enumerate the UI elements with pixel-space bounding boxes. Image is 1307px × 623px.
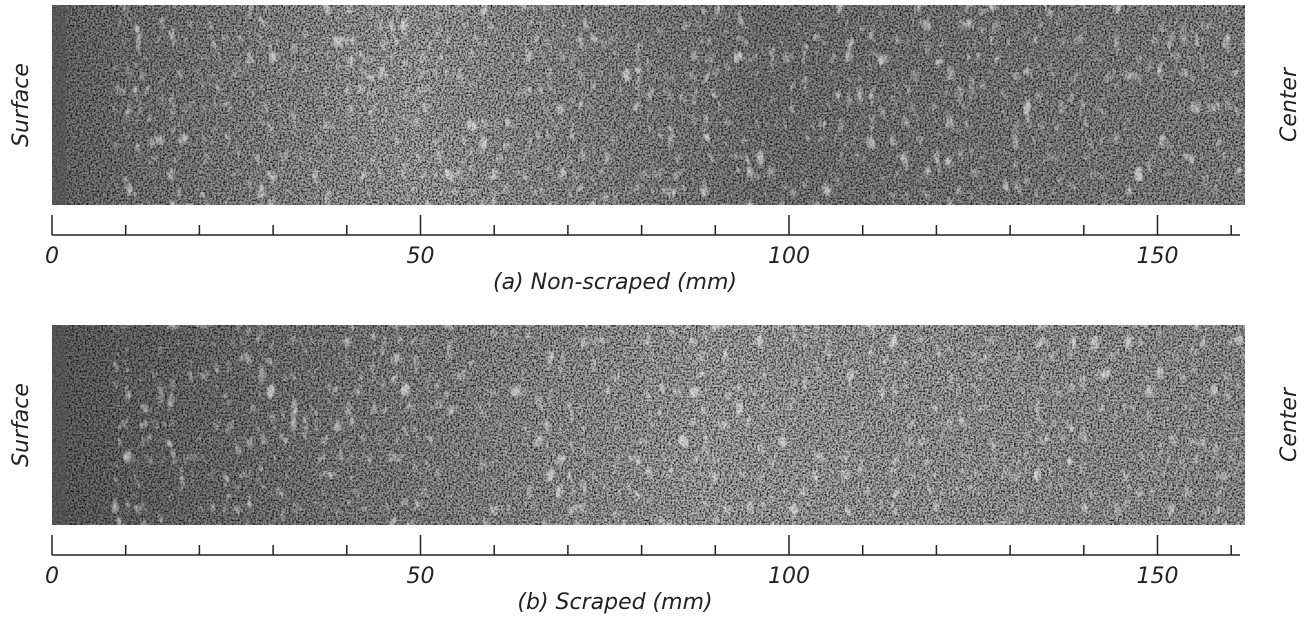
scale-label: 50: [407, 244, 435, 269]
left-label: Surface: [9, 383, 34, 467]
scale-label: 50: [407, 564, 435, 589]
macrograph-dendrites: [112, 325, 1245, 525]
caption: (b) Scraped (mm): [517, 590, 712, 615]
scale-label: 0: [45, 244, 59, 269]
scale-label: 100: [768, 564, 810, 589]
scale-label: 0: [45, 564, 59, 589]
right-label: Center: [1277, 66, 1302, 142]
scale-label: 100: [768, 244, 810, 269]
macrograph-edge: [52, 325, 66, 525]
caption: (a) Non-scraped (mm): [493, 270, 737, 295]
scale-label: 150: [1137, 564, 1179, 589]
panel: Surface Center 0 50 100 150 (a) Non-scraped (m…: [9, 5, 1302, 295]
macrograph-edge: [52, 5, 66, 205]
scale-label: 150: [1137, 244, 1179, 269]
macrograph-dendrites: [112, 5, 1245, 205]
right-label: Center: [1277, 386, 1302, 462]
left-label: Surface: [9, 63, 34, 147]
panel: Surface Center 0 50 100 150 (b) Scraped (mm): [9, 325, 1302, 615]
